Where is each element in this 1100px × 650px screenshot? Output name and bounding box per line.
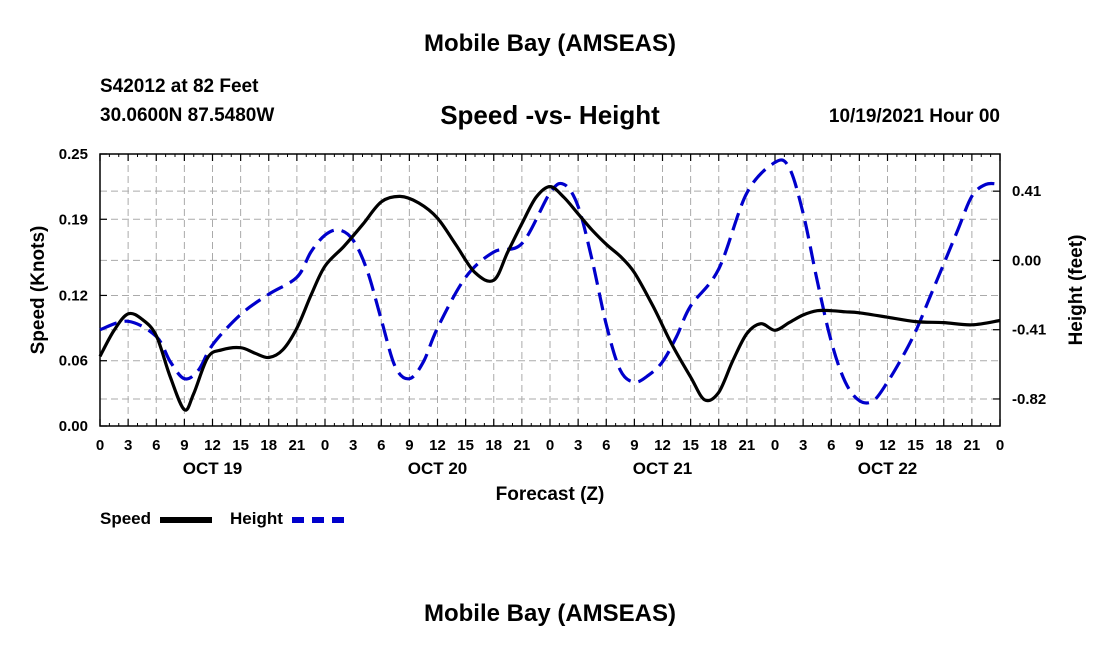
x-axis-title: Forecast (Z) (496, 484, 605, 505)
x-tick-label: 12 (429, 437, 446, 454)
legend-speed-label: Speed (100, 509, 152, 528)
chart-subtitle: Speed -vs- Height (440, 100, 660, 130)
x-tick-label: 0 (771, 437, 779, 454)
height-series-line (99, 158, 1001, 405)
x-tick-label: 0 (996, 437, 1004, 454)
chart-main-title: Mobile Bay (AMSEAS) (423, 30, 677, 57)
y-tick-label: 0.25 (59, 146, 88, 163)
x-tick-label: 15 (907, 437, 924, 454)
x-tick-label: 15 (232, 437, 249, 454)
x-tick-label: 9 (630, 437, 638, 454)
legend-height-label: Height (230, 509, 283, 528)
x-tick-label: 9 (180, 437, 188, 454)
x-tick-label: 21 (289, 437, 306, 454)
y-tick-label: 0.06 (59, 353, 88, 370)
y2-tick-label: -0.82 (1012, 391, 1046, 408)
x-tick-label: 12 (879, 437, 896, 454)
speed-series-line (98, 185, 1001, 412)
y2-tick-label: 0.41 (1012, 183, 1041, 200)
x-tick-label: 12 (204, 437, 221, 454)
forecast-datetime: 10/19/2021 Hour 00 (828, 106, 1000, 127)
second-chart-title: Mobile Bay (AMSEAS) (423, 600, 677, 627)
x-tick-label: 6 (827, 437, 835, 454)
x-date-label: OCT 21 (633, 459, 693, 478)
x-tick-label: 18 (485, 437, 502, 454)
y2-tick-label: -0.41 (1012, 322, 1046, 339)
x-tick-label: 3 (799, 437, 807, 454)
x-tick-label: 6 (602, 437, 610, 454)
x-date-label: OCT 22 (858, 459, 918, 478)
station-label: S42012 at 82 Feet (100, 76, 259, 97)
x-tick-label: 0 (96, 437, 104, 454)
station-coordinates: 30.0600N 87.5480W (100, 105, 275, 126)
x-date-label: OCT 20 (408, 459, 468, 478)
x-tick-label: 6 (152, 437, 160, 454)
x-tick-label: 9 (855, 437, 863, 454)
y-tick-label: 0.12 (59, 287, 88, 304)
y-tick-label: 0.19 (59, 211, 88, 228)
x-tick-label: 0 (321, 437, 329, 454)
x-tick-label: 21 (964, 437, 981, 454)
legend-height-swatch (292, 517, 344, 523)
x-tick-label: 18 (935, 437, 952, 454)
y2-axis-title: Height (feet) (1066, 235, 1087, 346)
x-tick-label: 9 (405, 437, 413, 454)
x-tick-label: 3 (349, 437, 357, 454)
y-axis-title: Speed (Knots) (28, 226, 49, 355)
x-tick-label: 18 (710, 437, 727, 454)
legend-speed-swatch (160, 517, 212, 523)
x-tick-label: 21 (514, 437, 531, 454)
x-tick-label: 21 (739, 437, 756, 454)
x-tick-label: 18 (260, 437, 277, 454)
x-tick-label: 15 (457, 437, 474, 454)
y2-tick-label: 0.00 (1012, 252, 1041, 269)
x-tick-label: 12 (654, 437, 671, 454)
y-tick-label: 0.00 (59, 418, 88, 435)
x-tick-label: 3 (574, 437, 582, 454)
x-tick-label: 3 (124, 437, 132, 454)
x-tick-label: 0 (546, 437, 554, 454)
x-date-label: OCT 19 (183, 459, 243, 478)
x-tick-label: 15 (682, 437, 699, 454)
x-tick-label: 6 (377, 437, 385, 454)
